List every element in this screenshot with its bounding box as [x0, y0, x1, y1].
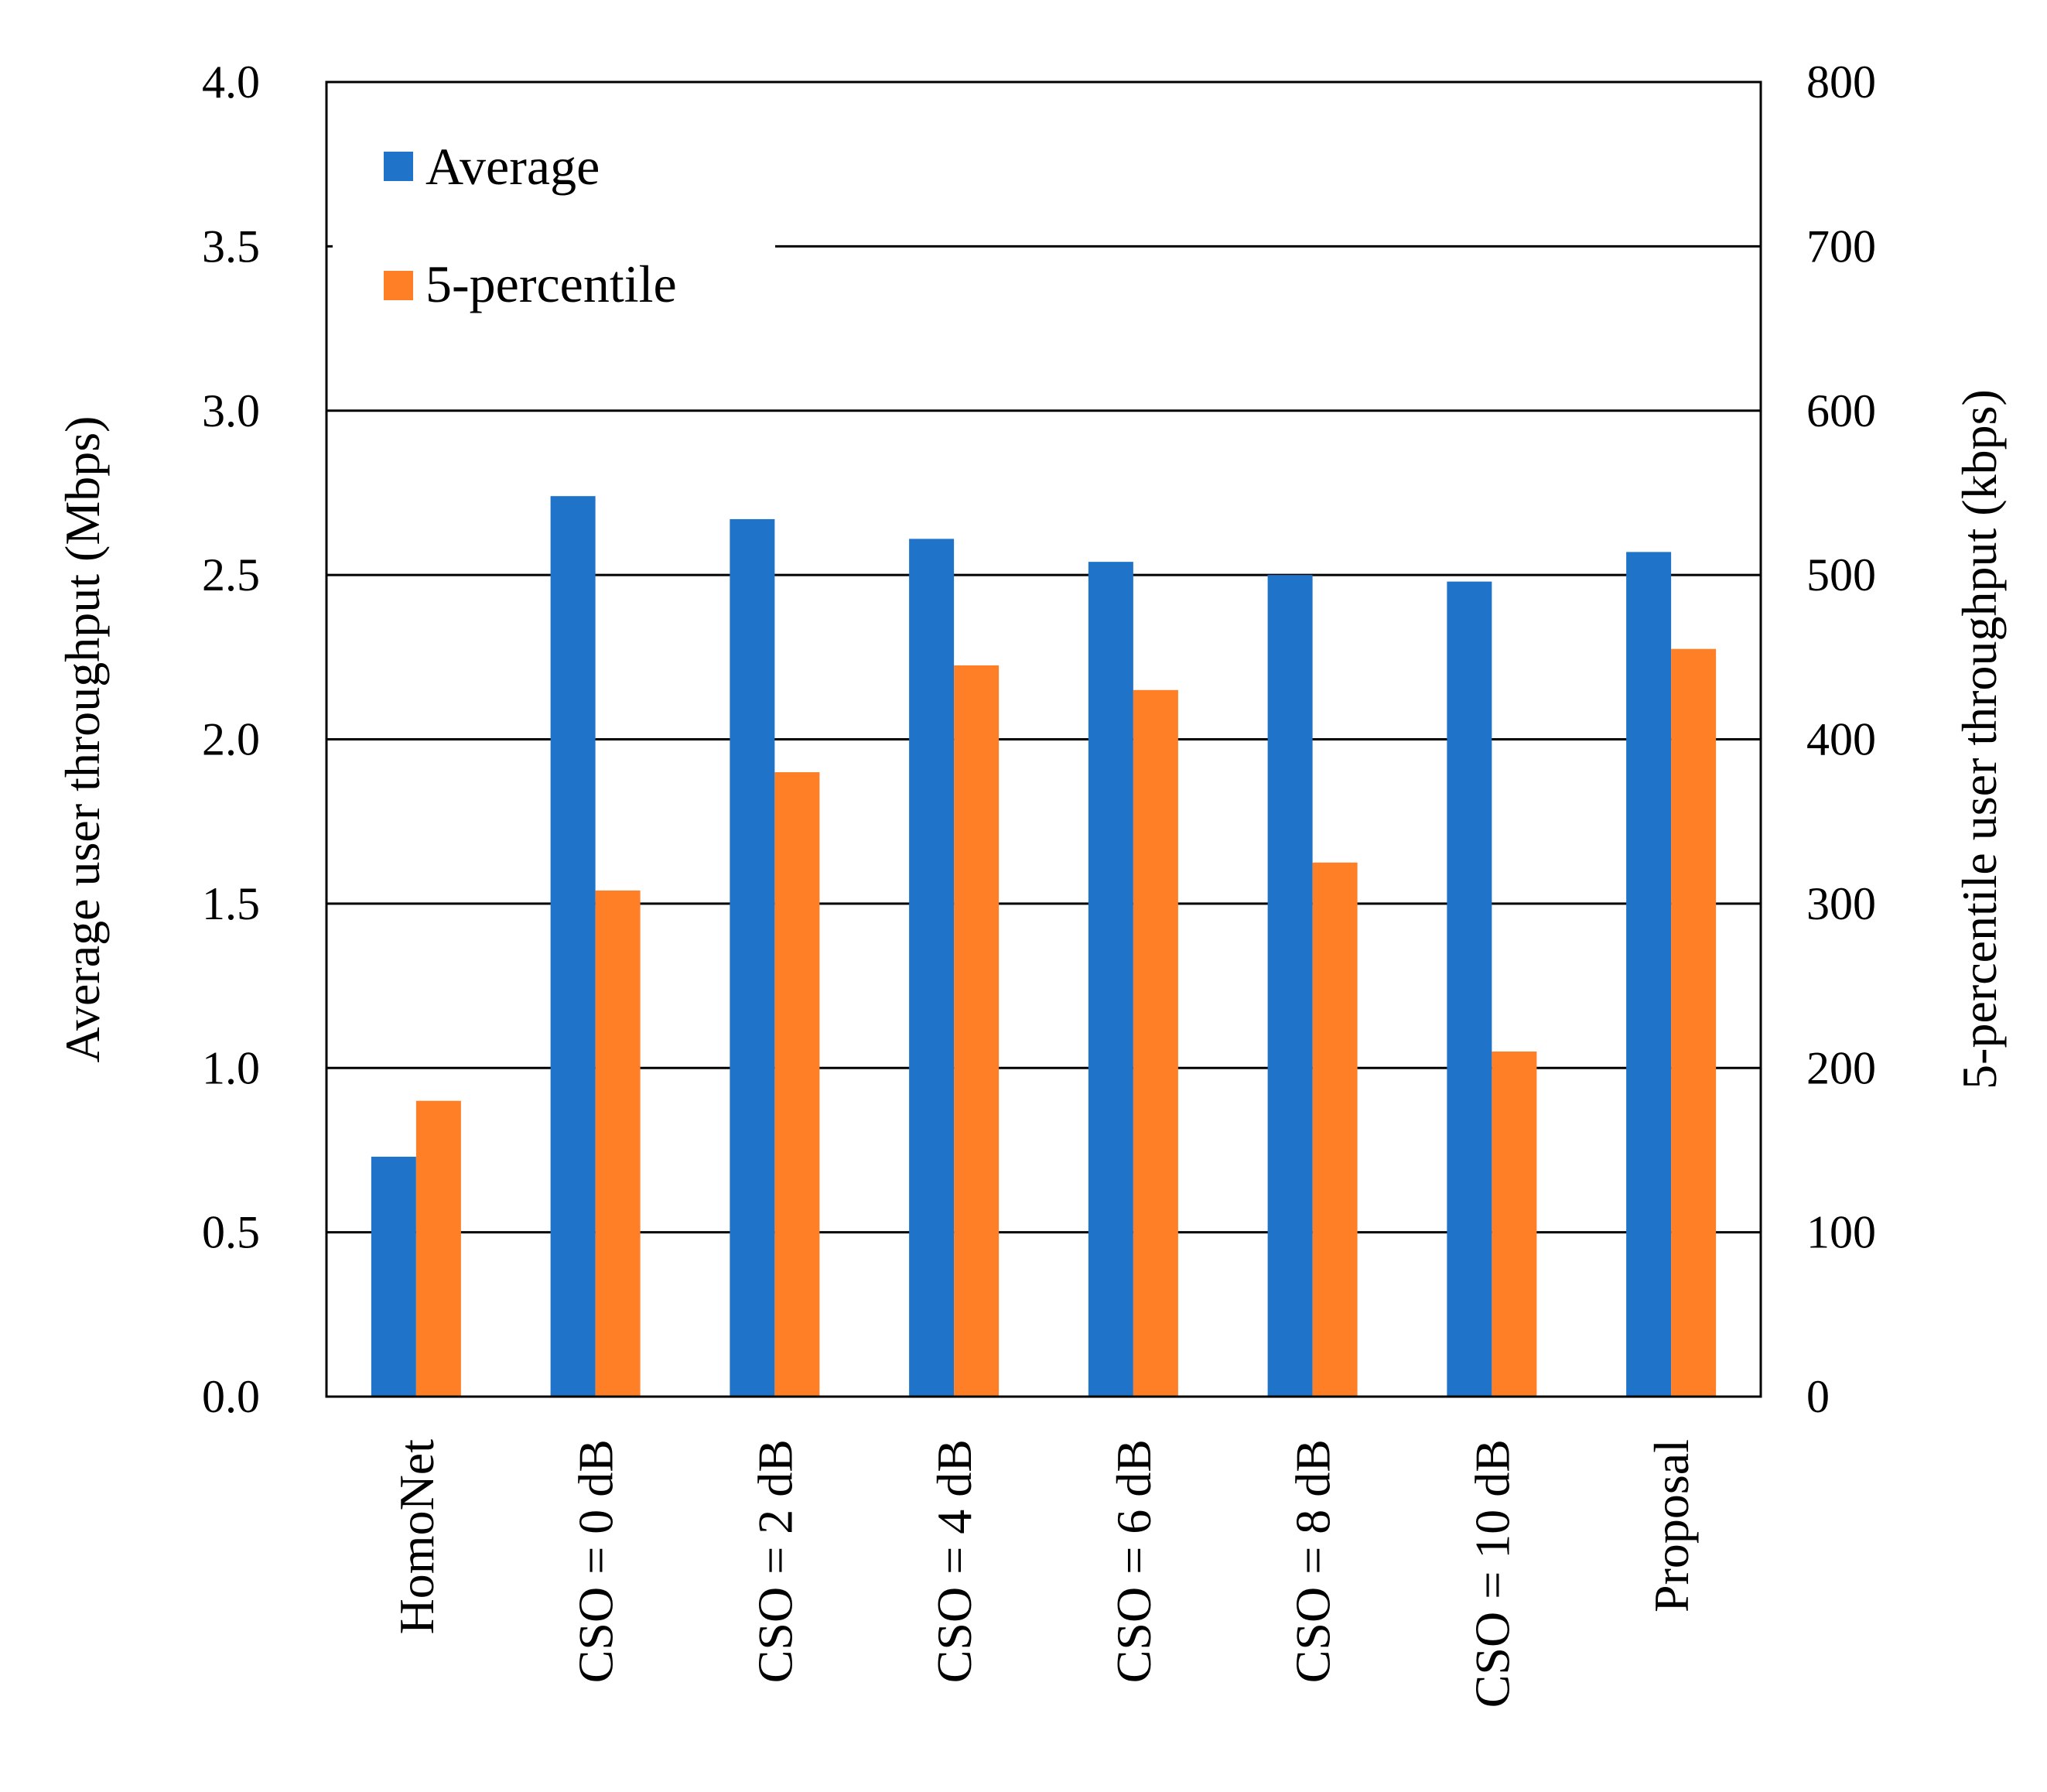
category-labels: HomoNet CSO = 0 dB CSO = 2 dB CSO = 4 dB CSO… — [389, 1439, 1699, 1708]
bar-5-percentile — [774, 771, 820, 1397]
bar-average — [1088, 562, 1133, 1397]
category-label: HomoNet — [389, 1439, 444, 1635]
left-tick-label: 2.0 — [202, 714, 260, 765]
legend-swatch-average — [384, 152, 413, 181]
left-tick-label: 3.0 — [202, 385, 260, 436]
gridlines — [326, 245, 1761, 1234]
bar-average — [371, 1156, 416, 1397]
right-tick-label: 600 — [1806, 385, 1876, 436]
right-axis-ticks: 0 100 200 300 400 500 600 700 800 — [1806, 56, 1876, 1422]
bar-5-percentile — [1671, 648, 1717, 1397]
right-tick-label: 500 — [1806, 549, 1876, 600]
legend-label-average: Average — [425, 137, 600, 196]
category-label: CSO = 2 dB — [747, 1439, 802, 1683]
bars — [371, 496, 1717, 1397]
left-tick-label: 4.0 — [202, 56, 260, 108]
right-tick-label: 700 — [1806, 221, 1876, 272]
left-tick-label: 3.5 — [202, 221, 260, 272]
bar-5-percentile — [595, 890, 641, 1397]
category-label: CSO = 0 dB — [569, 1439, 624, 1683]
bar-5-percentile — [1492, 1052, 1537, 1397]
left-tick-label: 0.0 — [202, 1371, 260, 1422]
legend: Average 5-percentile — [333, 108, 775, 340]
bar-5-percentile — [954, 665, 1000, 1397]
bar-average — [1447, 581, 1492, 1397]
right-tick-label: 300 — [1806, 878, 1876, 929]
right-tick-label: 0 — [1806, 1371, 1830, 1422]
left-axis-title: Average user throughput (Mbps) — [55, 416, 110, 1063]
right-tick-label: 400 — [1806, 714, 1876, 765]
legend-background — [333, 108, 775, 340]
left-tick-label: 1.0 — [202, 1042, 260, 1093]
left-tick-label: 1.5 — [202, 878, 260, 929]
right-axis-title: 5-percentile user throughput (kbps) — [1952, 389, 2007, 1089]
legend-label-5-percentile: 5-percentile — [425, 255, 677, 313]
legend-swatch-5-percentile — [384, 271, 413, 300]
bar-average — [909, 539, 955, 1397]
bar-average — [550, 496, 596, 1397]
category-label: CSO = 10 dB — [1464, 1439, 1519, 1708]
left-tick-label: 0.5 — [202, 1207, 260, 1258]
bar-5-percentile — [415, 1100, 461, 1397]
right-tick-label: 200 — [1806, 1042, 1876, 1093]
bar-5-percentile — [1133, 689, 1178, 1397]
right-tick-label: 100 — [1806, 1207, 1876, 1258]
category-label: CSO = 4 dB — [927, 1439, 982, 1683]
category-label: Proposal — [1644, 1439, 1699, 1612]
plot-frame — [325, 80, 1762, 1398]
category-label: CSO = 6 dB — [1106, 1439, 1161, 1683]
left-tick-label: 2.5 — [202, 549, 260, 600]
bar-average — [1626, 552, 1672, 1397]
right-tick-label: 800 — [1806, 56, 1876, 108]
category-label: CSO = 8 dB — [1286, 1439, 1341, 1683]
left-axis-ticks: 0.0 0.5 1.0 1.5 2.0 2.5 3.0 3.5 4.0 — [202, 56, 260, 1422]
bar-5-percentile — [1312, 862, 1358, 1397]
bar-average — [1267, 575, 1313, 1397]
bar-average — [730, 518, 775, 1397]
